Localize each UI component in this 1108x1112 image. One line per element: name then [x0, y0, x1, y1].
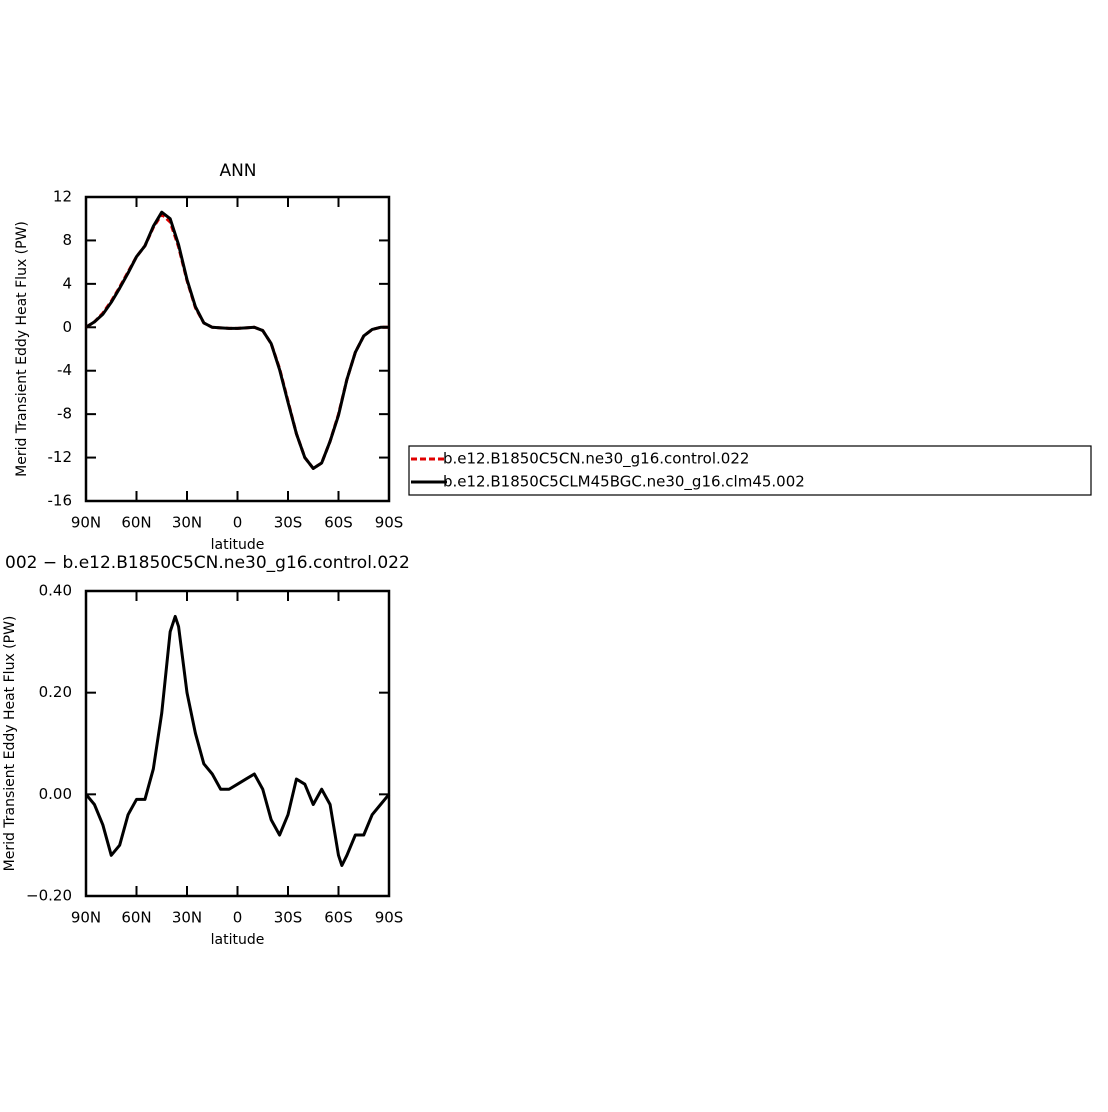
- x-tick-label: 60N: [121, 514, 151, 532]
- y-tick-label: 12: [53, 188, 72, 206]
- y-tick-label: 4: [62, 274, 72, 292]
- y-axis-label: Merid Transient Eddy Heat Flux (PW): [14, 221, 30, 477]
- data-line: [85, 212, 389, 470]
- x-tick-label: 0: [233, 909, 243, 927]
- x-axis-label: latitude: [211, 537, 265, 553]
- y-tick-label: 8: [62, 231, 72, 249]
- x-tick-label: 90S: [375, 514, 404, 532]
- chart-title: ANN: [219, 161, 256, 181]
- y-tick-label: -4: [57, 361, 72, 379]
- y-tick-label: -12: [48, 448, 73, 466]
- x-axis-label: latitude: [211, 932, 265, 948]
- data-line: [84, 614, 391, 867]
- y-tick-label: 0.00: [39, 785, 72, 803]
- legend-box: [408, 445, 1092, 496]
- x-tick-label: 30S: [274, 514, 303, 532]
- y-tick-label: -16: [48, 492, 73, 510]
- legend-label: b.e12.B1850C5CLM45BGC.ne30_g16.clm45.002: [443, 473, 805, 492]
- data-line: [85, 210, 389, 470]
- x-tick-label: 60N: [121, 909, 151, 927]
- x-tick-label: 30S: [274, 909, 303, 927]
- y-tick-label: −0.20: [26, 887, 72, 905]
- x-tick-label: 60S: [324, 514, 353, 532]
- legend-label: b.e12.B1850C5CN.ne30_g16.control.022: [443, 450, 749, 469]
- plot-frame: [84, 195, 391, 503]
- plot-frame: [84, 589, 391, 898]
- x-tick-label: 30N: [172, 909, 202, 927]
- x-tick-label: 60S: [324, 909, 353, 927]
- x-tick-label: 0: [233, 514, 243, 532]
- y-tick-label: 0.40: [39, 582, 72, 600]
- y-tick-label: 0.20: [39, 683, 72, 701]
- y-tick-label: -8: [57, 405, 72, 423]
- chart-title: 002 − b.e12.B1850C5CN.ne30_g16.control.0…: [5, 553, 410, 573]
- y-axis-label: Merid Transient Eddy Heat Flux (PW): [2, 616, 18, 872]
- x-tick-label: 90N: [71, 514, 101, 532]
- y-tick-label: 0: [62, 318, 72, 336]
- x-tick-label: 90N: [71, 909, 101, 927]
- x-tick-label: 30N: [172, 514, 202, 532]
- x-tick-label: 90S: [375, 909, 404, 927]
